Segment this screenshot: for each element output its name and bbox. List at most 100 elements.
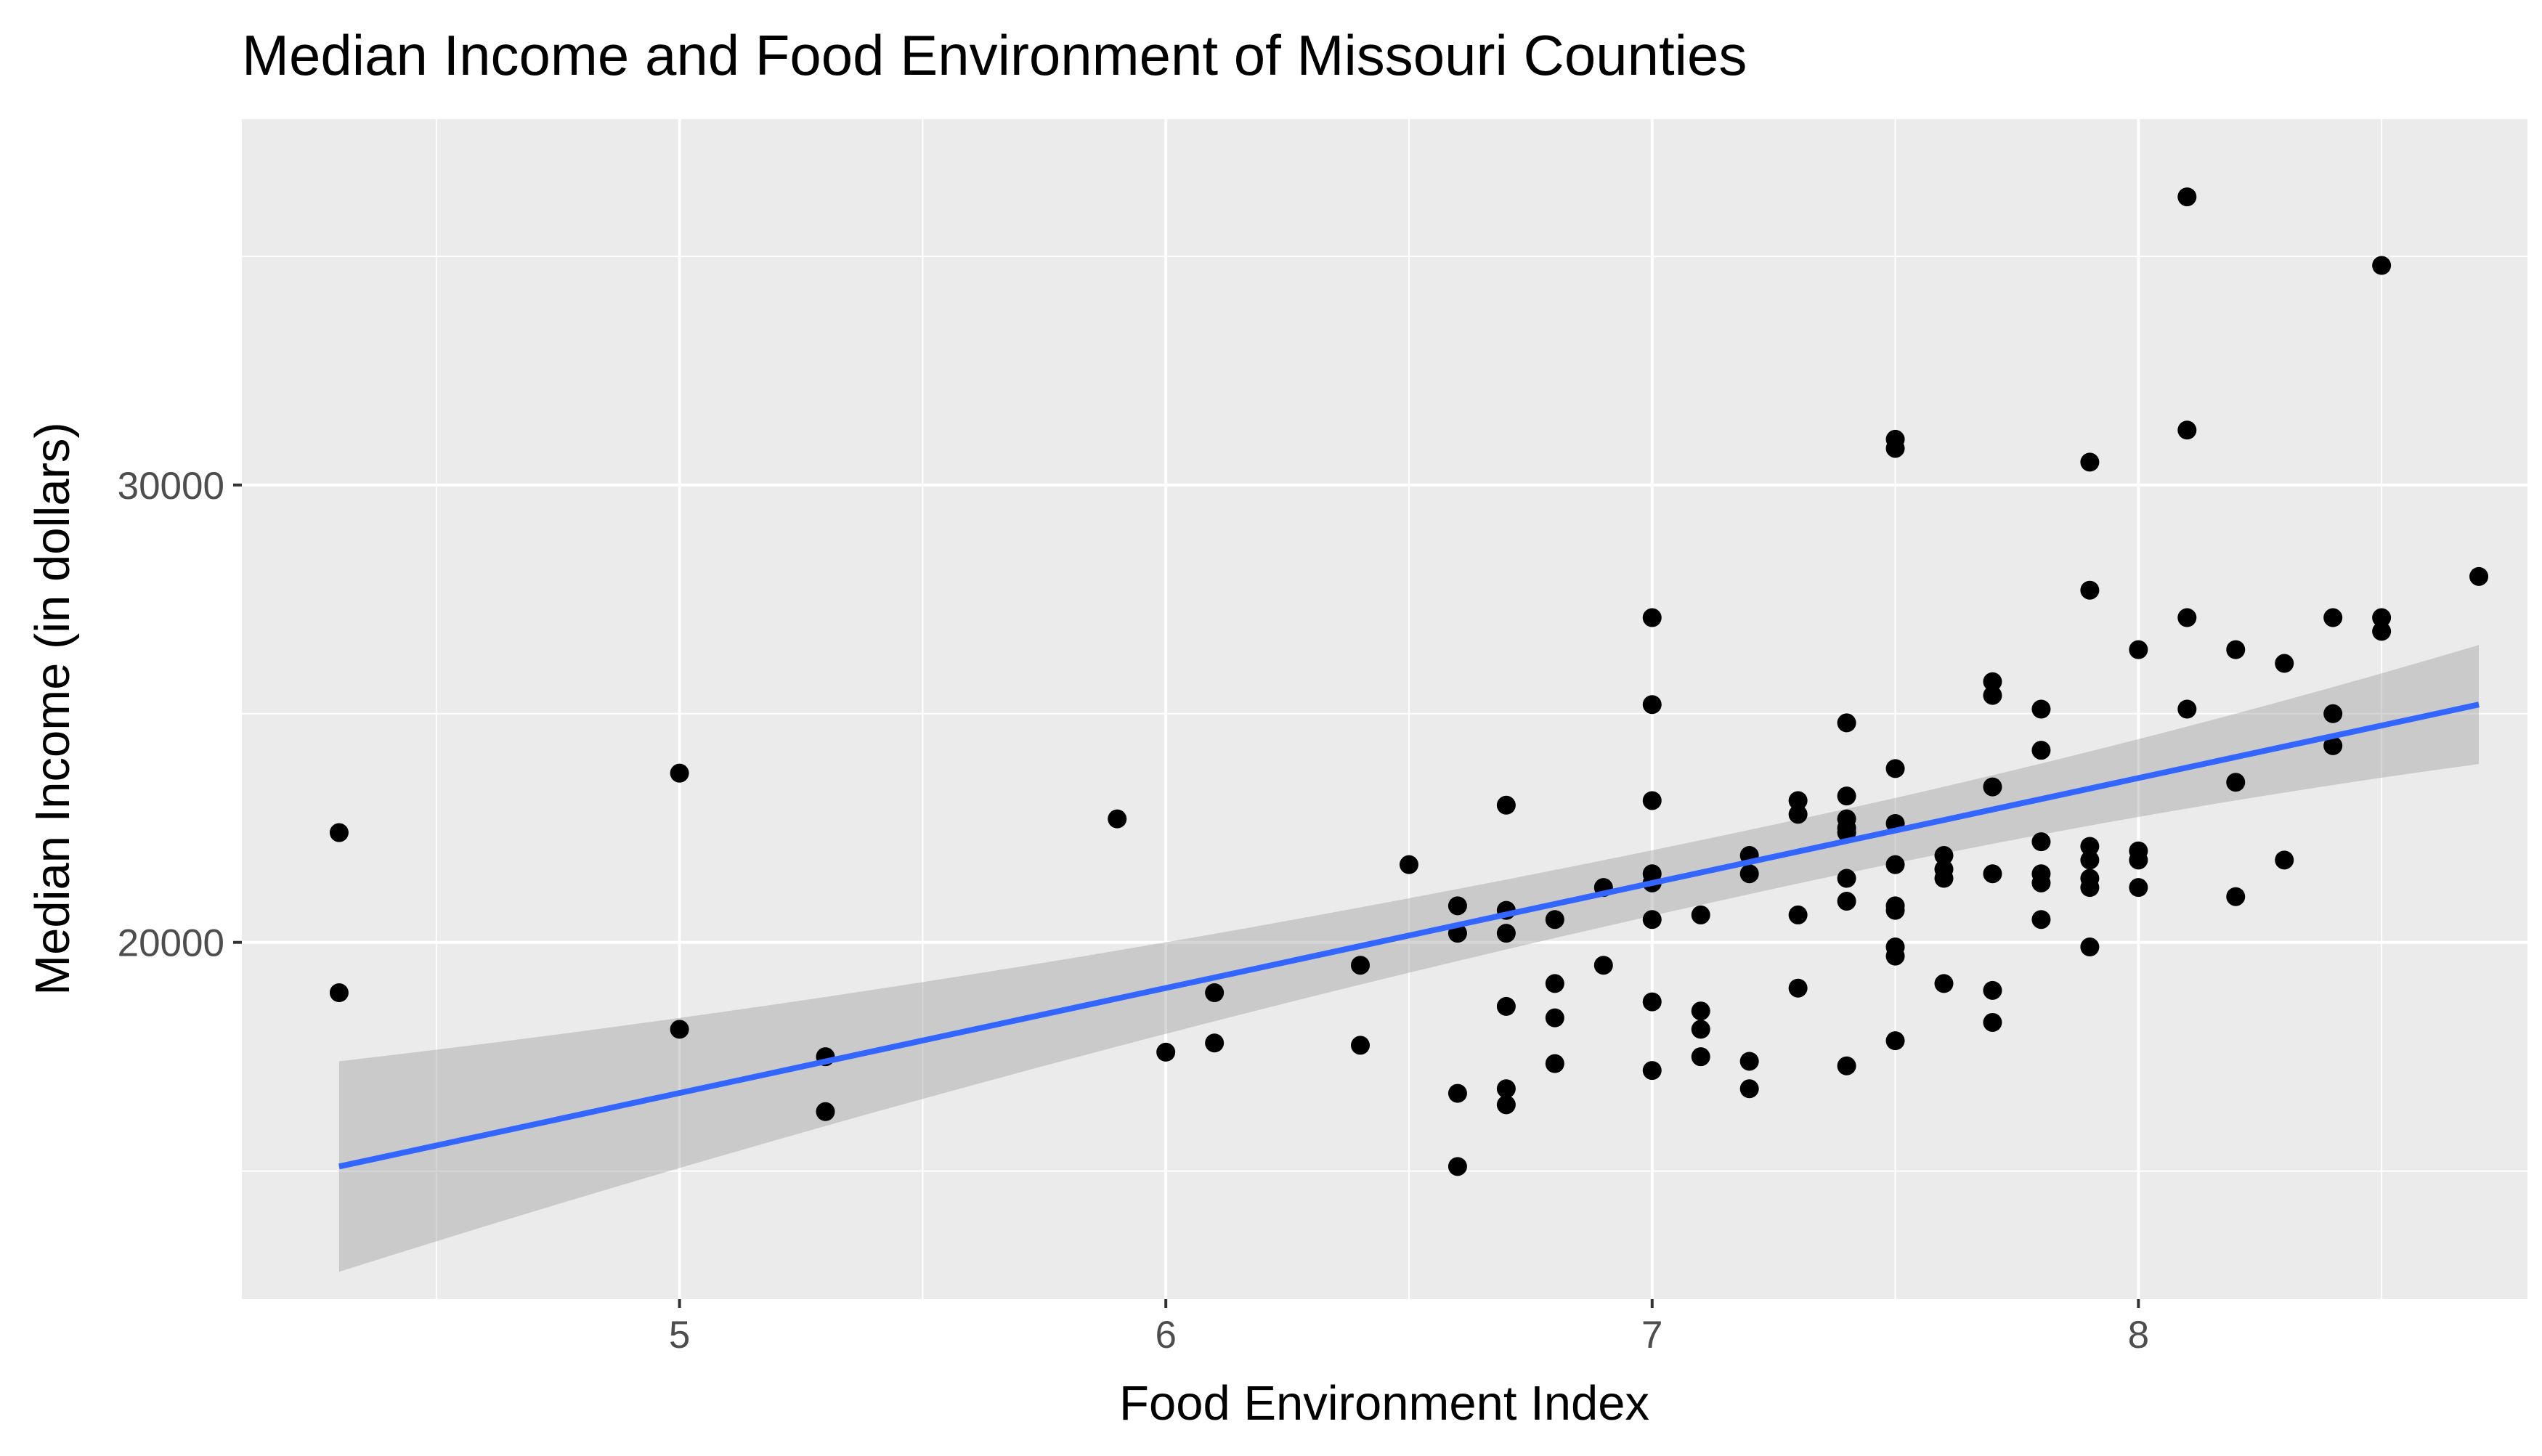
data-point — [1156, 1042, 1176, 1062]
data-point — [1934, 869, 1954, 888]
data-point — [2177, 699, 2197, 719]
data-point — [1837, 713, 1856, 733]
data-point — [2031, 832, 2051, 852]
data-point — [816, 1102, 835, 1121]
data-point — [2372, 608, 2392, 627]
data-point — [2031, 873, 2051, 892]
data-point — [1447, 1157, 1467, 1176]
data-point — [1205, 1033, 1225, 1053]
x-tick-label: 7 — [1641, 1314, 1662, 1357]
points-layer — [329, 187, 2489, 1176]
data-point — [2323, 736, 2343, 755]
data-point — [2080, 938, 2100, 957]
data-point — [1885, 759, 1905, 778]
data-point — [1399, 855, 1418, 874]
data-point — [1837, 869, 1856, 888]
data-point — [2226, 773, 2246, 792]
data-point — [2031, 741, 2051, 760]
x-tick-label: 5 — [669, 1314, 690, 1357]
data-point — [1496, 1095, 1516, 1115]
fit-line — [338, 701, 2480, 1170]
data-point — [1837, 1056, 1856, 1075]
data-point — [2080, 850, 2100, 870]
data-point — [1545, 1054, 1564, 1073]
data-point — [1983, 1012, 2002, 1032]
data-point — [1691, 905, 1710, 924]
data-point — [1351, 1036, 1371, 1055]
data-point — [1837, 892, 1856, 911]
data-point — [1934, 974, 1954, 993]
data-point — [1788, 905, 1808, 924]
data-point — [1885, 855, 1905, 874]
data-point — [1885, 946, 1905, 966]
data-point — [2080, 580, 2100, 600]
data-point — [1691, 1020, 1710, 1039]
data-point — [1983, 864, 2002, 884]
data-point — [1593, 956, 1613, 975]
x-axis: 5 6 7 8 — [669, 1299, 2149, 1357]
data-point — [2080, 452, 2100, 472]
data-point — [1983, 777, 2002, 797]
data-point — [1545, 910, 1564, 930]
data-point — [2226, 887, 2246, 906]
confidence-band — [338, 645, 2480, 1272]
x-axis-label: Food Environment Index — [1119, 1376, 1649, 1431]
data-point — [1885, 900, 1905, 920]
data-point — [1496, 795, 1516, 815]
data-point — [1642, 791, 1662, 810]
data-point — [2129, 640, 2148, 659]
y-axis-label: Median Income (in dollars) — [25, 422, 80, 995]
data-point — [2031, 910, 2051, 930]
y-tick-label: 20000 — [118, 922, 224, 965]
data-point — [1691, 1047, 1710, 1067]
x-tick-label: 6 — [1155, 1314, 1176, 1357]
data-point — [1642, 695, 1662, 715]
data-point — [2080, 837, 2100, 856]
data-point — [2323, 608, 2343, 627]
data-point — [1545, 974, 1564, 993]
data-point — [2275, 654, 2294, 673]
data-point — [1642, 1061, 1662, 1081]
data-point — [2129, 878, 2148, 898]
data-point — [2177, 420, 2197, 440]
data-point — [2031, 699, 2051, 719]
x-tick-label: 8 — [2128, 1314, 2149, 1357]
data-point — [1496, 1079, 1516, 1099]
data-point — [1691, 1001, 1710, 1021]
data-point — [1739, 864, 1759, 884]
data-point — [1205, 983, 1225, 1003]
data-point — [1496, 924, 1516, 943]
data-point — [2323, 704, 2343, 723]
data-point — [1447, 896, 1467, 916]
data-point — [1496, 996, 1516, 1016]
data-point — [1885, 439, 1905, 458]
y-axis: 20000 30000 — [118, 465, 242, 965]
data-point — [2080, 878, 2100, 898]
data-point — [1837, 786, 1856, 806]
data-point — [1642, 992, 1662, 1012]
data-point — [1885, 1031, 1905, 1051]
minor-gridlines — [242, 119, 2527, 1299]
fit-line-layer — [338, 701, 2480, 1170]
data-point — [329, 983, 349, 1003]
data-point — [1788, 978, 1808, 998]
data-point — [1983, 686, 2002, 705]
data-point — [1983, 980, 2002, 1000]
data-point — [1739, 1079, 1759, 1099]
data-point — [2372, 622, 2392, 641]
data-point — [2275, 850, 2294, 870]
data-point — [1108, 809, 1127, 829]
data-point — [1545, 1008, 1564, 1028]
data-point — [329, 823, 349, 842]
data-point — [1351, 956, 1371, 975]
data-point — [1642, 910, 1662, 930]
data-point — [1934, 846, 1954, 866]
data-point — [1788, 805, 1808, 824]
data-point — [1739, 1052, 1759, 1071]
data-point — [2469, 566, 2489, 586]
data-point — [1983, 672, 2002, 691]
confidence-band-layer — [338, 645, 2480, 1272]
data-point — [1788, 791, 1808, 810]
